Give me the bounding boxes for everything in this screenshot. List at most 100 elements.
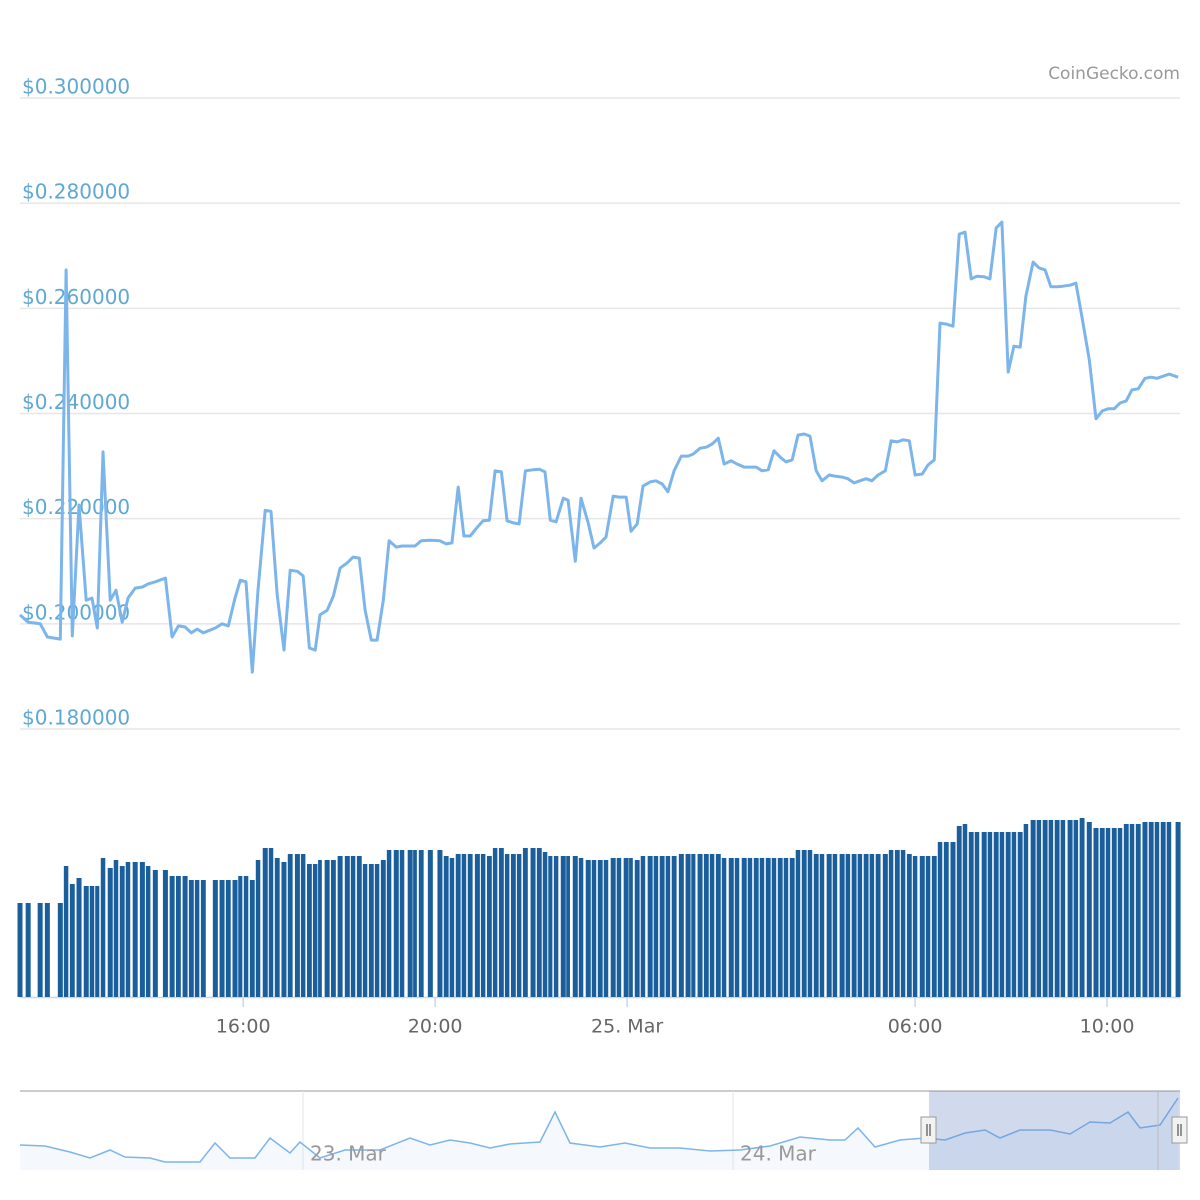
volume-bar: [374, 864, 380, 997]
volume-bar: [44, 903, 50, 997]
volume-bar: [888, 850, 894, 997]
volume-bar: [498, 848, 504, 997]
volume-bar: [449, 858, 455, 997]
volume-bar: [312, 864, 318, 997]
volume-bar: [728, 858, 734, 997]
volume-bar: [747, 858, 753, 997]
volume-bar: [467, 854, 473, 997]
volume-bar: [89, 886, 95, 997]
y-tick-label: $0.200000: [22, 600, 130, 624]
volume-bar: [274, 858, 280, 997]
volume-bar: [413, 850, 417, 997]
navigator-handle[interactable]: [920, 1116, 937, 1144]
volume-bar: [393, 850, 399, 997]
volume-bar: [95, 886, 100, 997]
x-tick-label: 16:00: [216, 1016, 271, 1038]
volume-bar: [306, 864, 312, 997]
volume-bar: [1175, 822, 1181, 997]
volume-bar: [826, 854, 832, 997]
volume-bar: [875, 854, 881, 997]
volume-bar: [399, 850, 405, 997]
volume-bar: [753, 858, 759, 997]
volume-bar: [629, 858, 633, 997]
volume-bar: [219, 880, 225, 997]
volume-bar: [548, 856, 553, 997]
volume-bar: [709, 854, 715, 997]
volume-bar: [1099, 828, 1105, 997]
volume-bar: [200, 880, 206, 997]
volume-bar: [268, 848, 274, 997]
volume-bar: [1060, 820, 1066, 997]
volume-bar: [1111, 828, 1117, 997]
volume-bar: [492, 848, 498, 997]
volume-bar: [956, 826, 962, 997]
volume-bar: [659, 856, 665, 997]
volume-bar: [801, 850, 807, 997]
volume-bar: [839, 854, 845, 997]
volume-bar: [1005, 832, 1011, 997]
volume-bar: [182, 876, 188, 997]
navigator-selection[interactable]: [929, 1091, 1180, 1170]
volume-bar: [1086, 822, 1092, 997]
volume-bar: [418, 850, 424, 997]
volume-bar: [678, 854, 684, 997]
volume-bar: [1073, 820, 1079, 997]
volume-bar: [950, 842, 956, 997]
volume-bar: [721, 858, 727, 997]
volume-bar: [943, 842, 949, 997]
volume-bar: [931, 856, 937, 997]
volume-bar: [100, 858, 106, 997]
volume-bar: [107, 868, 113, 997]
volume-bar: [813, 854, 819, 997]
navigator-area: [20, 1098, 1178, 1170]
volume-bar: [300, 854, 306, 997]
volume-bar: [919, 856, 925, 997]
volume-bar: [57, 903, 63, 997]
volume-bar: [1129, 824, 1135, 997]
volume-bar: [318, 860, 322, 997]
y-tick-label: $0.180000: [22, 706, 130, 730]
volume-bar: [212, 880, 218, 997]
volume-bar: [324, 860, 330, 997]
navigator-bg: [20, 1090, 1180, 1170]
volume-bar: [691, 854, 696, 997]
volume-bar: [504, 854, 510, 997]
volume-bar: [981, 832, 987, 997]
volume-bar: [578, 858, 584, 997]
volume-bar: [616, 858, 622, 997]
volume-bar: [243, 876, 249, 997]
volume-bar: [443, 856, 449, 997]
volume-bar: [139, 862, 145, 997]
volume-bar: [362, 864, 368, 997]
volume-bar: [522, 848, 528, 997]
volume-bar: [1148, 822, 1154, 997]
volume-bar: [857, 854, 863, 997]
volume-bar: [368, 864, 374, 997]
volume-bar: [232, 880, 238, 997]
volume-bar: [542, 852, 548, 997]
volume-bar: [175, 876, 181, 997]
volume-bar: [125, 862, 131, 997]
volume-bar: [480, 854, 486, 997]
volume-bar: [1054, 820, 1060, 997]
volume-bar: [993, 832, 999, 997]
volume-bar: [789, 858, 795, 997]
volume-bar: [407, 850, 413, 997]
price-line: [18, 220, 1179, 674]
volume-bar: [281, 862, 287, 997]
volume-bar: [572, 856, 578, 997]
volume-bar: [560, 856, 566, 997]
credits: CoinGecko.com: [1048, 64, 1180, 84]
x-tick-label: 06:00: [888, 1016, 943, 1038]
navigator-handle[interactable]: [1171, 1116, 1188, 1144]
volume-bar: [380, 860, 386, 997]
volume-bar: [162, 870, 168, 997]
volume-bar: [1117, 828, 1123, 997]
volume-bar: [225, 880, 231, 997]
volume-bar: [807, 850, 813, 997]
volume-bar: [350, 856, 356, 997]
volume-bar: [1123, 824, 1129, 997]
volume-bar: [255, 860, 261, 997]
volume-bar: [17, 903, 23, 997]
volume-bar: [83, 886, 89, 997]
